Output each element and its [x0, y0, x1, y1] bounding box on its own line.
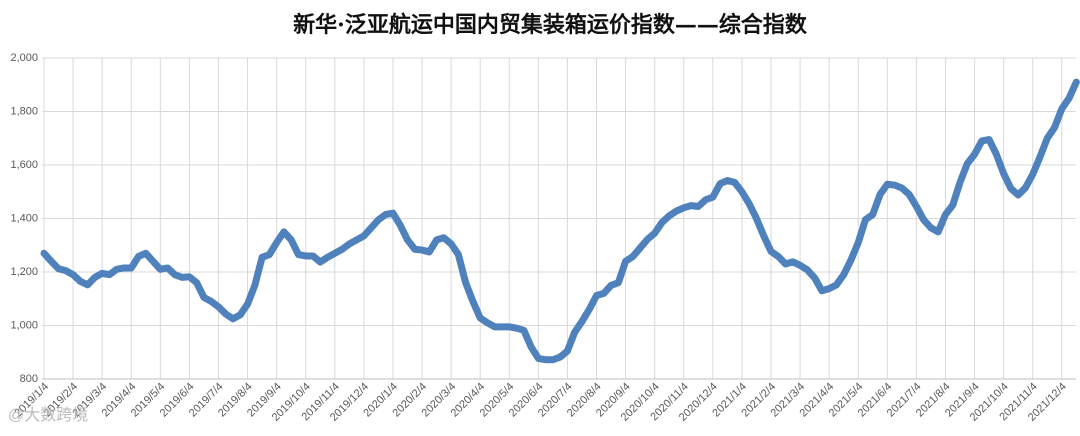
- line: [40, 78, 1080, 364]
- y-tick-label: 800: [20, 373, 38, 385]
- watermark: @大数跨境: [8, 405, 88, 424]
- y-tick-label: 1,600: [10, 159, 38, 171]
- y-tick-label: 1,200: [10, 266, 38, 278]
- y-tick-label: 1,000: [10, 319, 38, 331]
- chart-title: 新华·泛亚航运中国内贸集装箱运价指数——综合指数: [293, 12, 808, 38]
- y-tick-label: 1,800: [10, 105, 38, 117]
- y-tick-label: 1,400: [10, 212, 38, 224]
- y-tick-label: 2,000: [10, 52, 38, 64]
